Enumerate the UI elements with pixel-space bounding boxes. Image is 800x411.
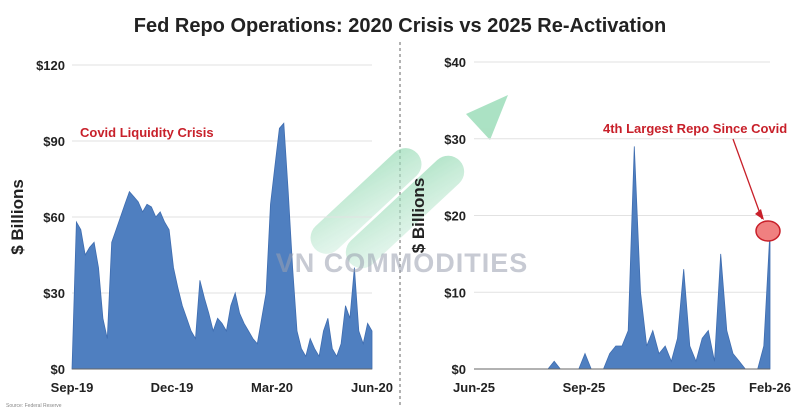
x-tick-label: Mar-20 xyxy=(251,380,293,395)
y-tick-label: $30 xyxy=(43,286,65,301)
annotation-label: Covid Liquidity Crisis xyxy=(80,125,214,140)
source-note: Source: Federal Reserve xyxy=(6,403,62,409)
y-axis-label: $ Billions xyxy=(409,178,428,254)
y-tick-label: $10 xyxy=(444,285,466,300)
annotation-label: 4th Largest Repo Since Covid xyxy=(603,121,787,136)
annotation-arrowhead xyxy=(755,209,764,220)
annotation-arrow xyxy=(732,138,763,220)
x-tick-label: Dec-19 xyxy=(151,380,194,395)
y-tick-label: $0 xyxy=(452,362,466,377)
y-axis-label: $ Billions xyxy=(8,179,27,255)
y-tick-label: $60 xyxy=(43,210,65,225)
x-tick-label: Jun-20 xyxy=(351,380,393,395)
highlight-marker xyxy=(755,220,781,242)
chart-title: Fed Repo Operations: 2020 Crisis vs 2025… xyxy=(134,15,666,37)
y-tick-label: $40 xyxy=(444,55,466,70)
x-tick-label: Feb-26 xyxy=(749,380,791,395)
y-tick-label: $90 xyxy=(43,134,65,149)
up-arrow-icon xyxy=(310,95,508,269)
y-tick-label: $120 xyxy=(36,58,65,73)
watermark: VN COMMODITIES xyxy=(276,248,529,278)
x-tick-label: Dec-25 xyxy=(673,380,716,395)
y-tick-label: $30 xyxy=(444,132,466,147)
x-tick-label: Jun-25 xyxy=(453,380,495,395)
x-tick-label: Sep-19 xyxy=(51,380,94,395)
y-tick-label: $0 xyxy=(51,362,65,377)
y-tick-label: $20 xyxy=(444,209,466,224)
left-chart: $0 $30 $60 $90 $120 Sep-19 Dec-19 Mar-20 Jun-20 $… xyxy=(8,58,393,395)
x-tick-label: Sep-25 xyxy=(563,380,606,395)
series-area xyxy=(71,122,373,370)
right-chart: $0 $10 $20 $30 $40 Jun-25 Sep-25 Dec-25 Feb-26 $ … xyxy=(409,55,791,395)
